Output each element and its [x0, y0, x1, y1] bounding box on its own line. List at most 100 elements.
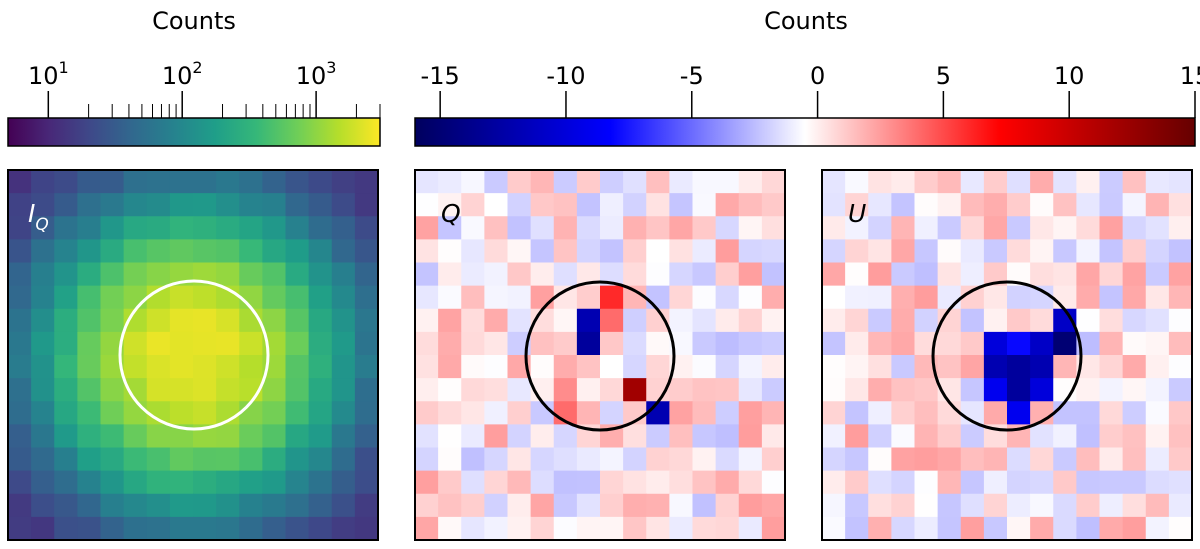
panel-u-pixel — [1099, 285, 1124, 310]
panel-u-pixel — [1168, 308, 1193, 333]
panel-iq-pixel — [77, 470, 102, 495]
panel-iq-pixel — [123, 170, 148, 194]
panel-q-pixel — [415, 447, 439, 472]
panel-u-pixel — [868, 516, 892, 541]
panel-iq-pixel — [216, 447, 240, 472]
panel-iq-pixel — [354, 239, 379, 264]
panel-q-pixel — [738, 401, 763, 425]
panel-q-pixel — [576, 331, 601, 356]
panel-u-pixel — [914, 401, 939, 425]
colorbar-right-gradient — [414, 117, 1196, 147]
panel-q-pixel — [438, 401, 462, 425]
panel-u-pixel — [868, 285, 892, 310]
panel-iq-pixel — [262, 516, 287, 541]
panel-u-pixel — [983, 239, 1008, 264]
panel-iq-pixel — [77, 239, 102, 264]
panel-iq-pixel — [31, 239, 55, 264]
panel-iq-pixel — [354, 378, 379, 402]
colorbar-right-tick-label: 10 — [1054, 62, 1085, 90]
panel-u-pixel — [937, 516, 962, 541]
panel-iq-pixel — [31, 493, 55, 518]
panel-u-pixel — [1168, 331, 1193, 356]
panel-u-pixel — [983, 262, 1008, 287]
panel-iq-pixel — [100, 331, 125, 356]
colorbar-right-tick-label: 5 — [936, 62, 951, 90]
panel-u-pixel — [891, 262, 916, 287]
panel-q-pixel — [623, 516, 647, 541]
panel-q-pixel — [692, 308, 717, 333]
panel-u-pixel — [1053, 424, 1077, 449]
panel-u-pixel — [822, 239, 846, 264]
panel-u-pixel — [1145, 193, 1170, 217]
panel-u-pixel — [1099, 401, 1124, 425]
panel-iq-pixel — [123, 493, 148, 518]
panel-q-pixel — [623, 262, 647, 287]
panel-u-pixel — [1053, 493, 1077, 518]
panel-q-pixel — [600, 239, 624, 264]
panel-u-pixel — [1122, 331, 1147, 356]
panel-u-label: U — [848, 199, 866, 228]
panel-q-pixel — [669, 216, 694, 240]
panel-u-pixel — [1053, 447, 1077, 472]
panel-iq-pixel — [123, 470, 148, 495]
panel-u-pixel — [1007, 239, 1031, 264]
panel-iq-pixel — [54, 285, 78, 310]
panel-q-pixel — [530, 355, 555, 379]
panel-u-pixel — [983, 516, 1008, 541]
panel-u-pixel — [1030, 216, 1054, 240]
panel-iq-pixel — [77, 447, 102, 472]
panel-u-pixel — [1168, 239, 1193, 264]
panel-u-pixel — [822, 262, 846, 287]
colorbar-left-tick-label: 101 — [28, 58, 69, 90]
panel-u-pixel — [845, 193, 869, 217]
panel-q-pixel — [484, 239, 509, 264]
panel-u-pixel — [937, 424, 962, 449]
panel-iq-pixel — [8, 516, 32, 541]
panel-q-pixel — [692, 516, 717, 541]
panel-q-pixel — [484, 170, 509, 194]
panel-q-pixel — [415, 239, 439, 264]
panel-u-pixel — [891, 447, 916, 472]
panel-q-pixel — [576, 170, 601, 194]
panel-iq-pixel — [308, 170, 333, 194]
panel-u-pixel — [1007, 331, 1031, 356]
panel-q-pixel — [438, 285, 462, 310]
panel-u-pixel — [891, 216, 916, 240]
panel-u-frame — [821, 169, 1193, 541]
panel-iq-pixel — [285, 516, 310, 541]
panel-u-pixel — [1122, 447, 1147, 472]
panel-u-pixel — [1122, 285, 1147, 310]
panel-q-pixel — [761, 378, 786, 402]
panel-q-pixel — [415, 331, 439, 356]
colorbar-left-title: Counts — [152, 7, 236, 35]
panel-q-pixel — [576, 285, 601, 310]
panel-q-pixel — [623, 239, 647, 264]
panel-iq-pixel — [331, 378, 356, 402]
panel-q-pixel — [646, 424, 670, 449]
panel-u-pixel — [937, 170, 962, 194]
panel-iq-pixel — [54, 424, 78, 449]
panel-q-pixel — [530, 493, 555, 518]
panel-u-pixel — [845, 216, 869, 240]
panel-q-pixel — [715, 470, 740, 495]
panel-u-pixel — [1030, 516, 1054, 541]
panel-iq-pixel — [331, 285, 356, 310]
panel-q-pixel — [761, 470, 786, 495]
panel-u-pixel — [1007, 193, 1031, 217]
panel-iq-pixel — [308, 493, 333, 518]
panel-q-pixel — [507, 216, 532, 240]
panel-u-pixel — [937, 447, 962, 472]
panel-u-pixel — [1168, 378, 1193, 402]
panel-q-pixel — [761, 216, 786, 240]
panel-iq-pixel — [54, 401, 78, 425]
panel-u-pixel — [845, 447, 869, 472]
panel-u-pixel — [960, 470, 985, 495]
panel-iq-pixel — [169, 447, 194, 472]
panel-iq-pixel — [354, 493, 379, 518]
panel-iq-pixel — [193, 193, 217, 217]
panel-q-pixel — [761, 355, 786, 379]
panel-iq-pixel — [331, 493, 356, 518]
panel-q-pixel — [692, 216, 717, 240]
panel-iq-pixel — [354, 170, 379, 194]
panel-u-pixel — [1007, 262, 1031, 287]
